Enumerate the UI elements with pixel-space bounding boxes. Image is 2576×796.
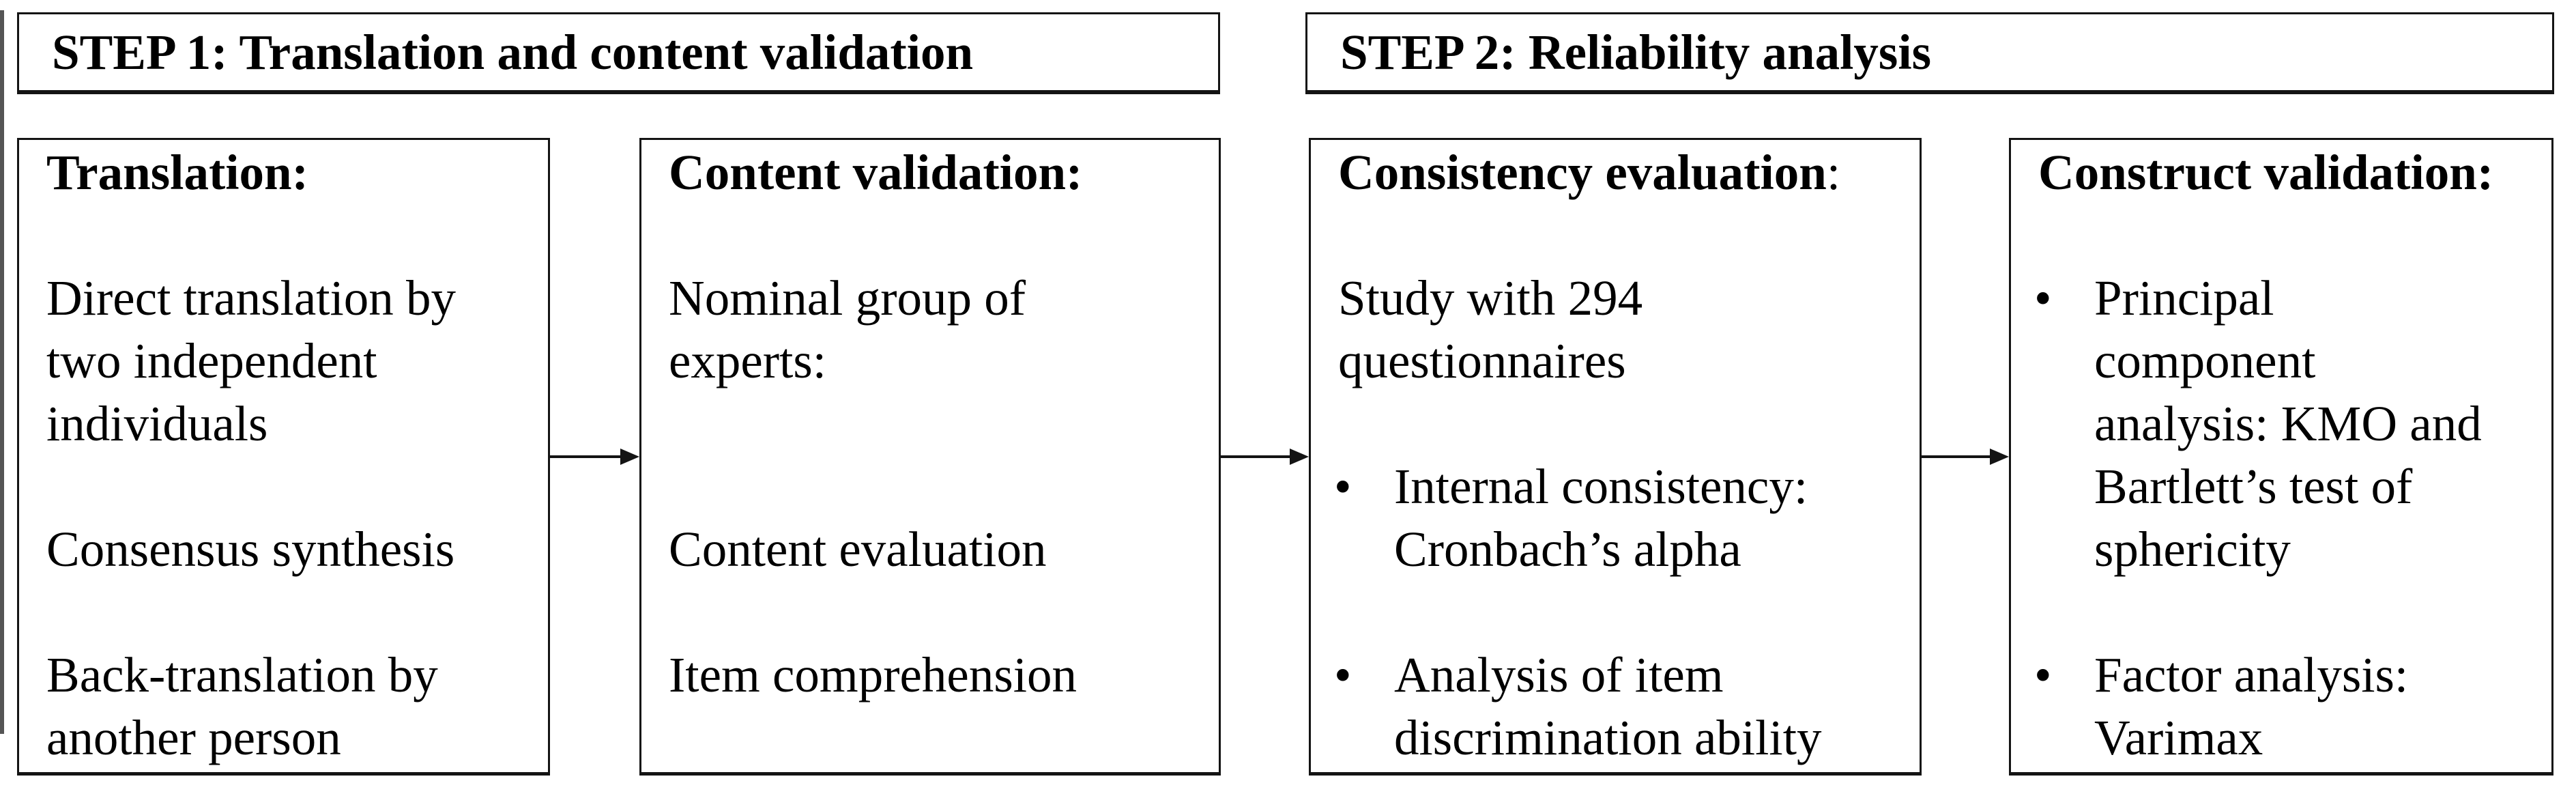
bullet-icon: • (1334, 459, 1352, 514)
paragraph: Consensus synthesis (46, 522, 455, 577)
content-validation-box: Content validation: Nominal group of exp… (639, 138, 1221, 776)
paragraph: Internal consistency: Cronbach’s alpha (1394, 459, 1808, 577)
content-validation-heading: Content validation: (669, 145, 1083, 200)
consistency-evaluation-box: Consistency evaluation: Study with 294 q… (1309, 138, 1922, 776)
paragraph: Direct translation by two independent in… (46, 270, 457, 451)
step2-header-label: STEP 2: Reliability analysis (1340, 24, 1932, 80)
paragraph: Principal component analysis: KMO and Ba… (2094, 270, 2482, 577)
arrow-right-icon (1922, 449, 2009, 465)
bullet-item: • Principal component analysis: KMO and … (2034, 267, 2539, 581)
paragraph: Back-translation by another person (46, 647, 438, 765)
translation-box: Translation: Direct translation by two i… (17, 138, 550, 776)
paragraph: Study with 294 questionnaires (1338, 270, 1643, 388)
arrow-right-icon (1221, 449, 1309, 465)
bullet-icon: • (1334, 647, 1352, 702)
paragraph: Nominal group of experts: (669, 270, 1026, 388)
arrow-right-icon (550, 449, 639, 465)
bullet-item: • Analysis of item discrimination abilit… (1334, 644, 1907, 769)
paragraph: Content evaluation (669, 522, 1047, 577)
bullet-item: • Factor analysis: Varimax (2034, 644, 2539, 769)
step1-header-box: STEP 1: Translation and content validati… (17, 12, 1220, 94)
translation-heading: Translation: (46, 145, 308, 200)
paragraph: Factor analysis: Varimax (2094, 647, 2409, 765)
consistency-evaluation-heading: Consistency evaluation: (1338, 145, 1841, 200)
construct-validation-box: Construct validation: • Principal compon… (2009, 138, 2553, 776)
bullet-item: • Internal consistency: Cronbach’s alpha (1334, 455, 1907, 581)
scan-edge-artifact (0, 10, 4, 734)
construct-validation-heading: Construct validation: (2038, 145, 2494, 200)
bullet-icon: • (2034, 270, 2052, 326)
paragraph: Analysis of item discrimination ability (1394, 647, 1822, 765)
step1-header-label: STEP 1: Translation and content validati… (52, 24, 974, 80)
step2-header-box: STEP 2: Reliability analysis (1305, 12, 2554, 94)
bullet-icon: • (2034, 647, 2052, 702)
paragraph: Item comprehension (669, 647, 1077, 702)
